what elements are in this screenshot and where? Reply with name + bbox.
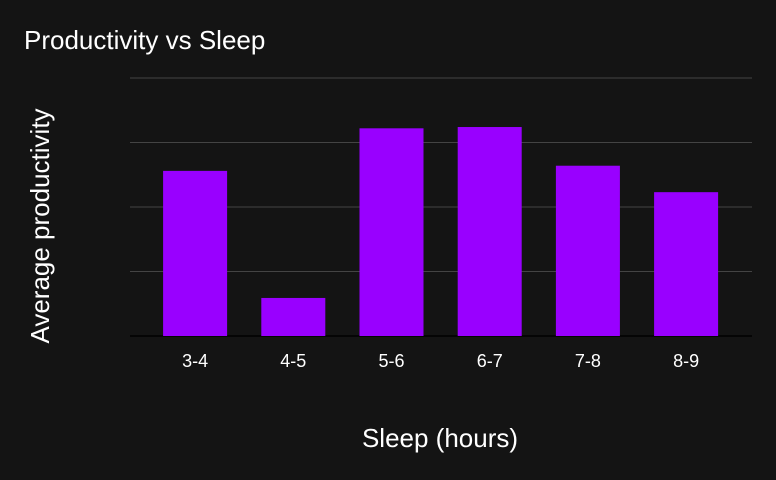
x-tick-label: 7-8 <box>575 351 601 371</box>
bar <box>163 170 228 336</box>
bar <box>654 192 719 336</box>
bar <box>261 297 326 336</box>
y-axis-label: Average productivity <box>25 108 55 343</box>
chart-title: Productivity vs Sleep <box>24 25 265 55</box>
x-tick-label: 8-9 <box>673 351 699 371</box>
x-tick-label: 4-5 <box>280 351 306 371</box>
x-tick-label: 6-7 <box>477 351 503 371</box>
bar <box>555 165 620 336</box>
x-tick-label: 5-6 <box>378 351 404 371</box>
x-tick-label: 3-4 <box>182 351 208 371</box>
bar <box>359 128 424 336</box>
x-axis-label: Sleep (hours) <box>362 423 518 453</box>
bar <box>457 127 522 337</box>
